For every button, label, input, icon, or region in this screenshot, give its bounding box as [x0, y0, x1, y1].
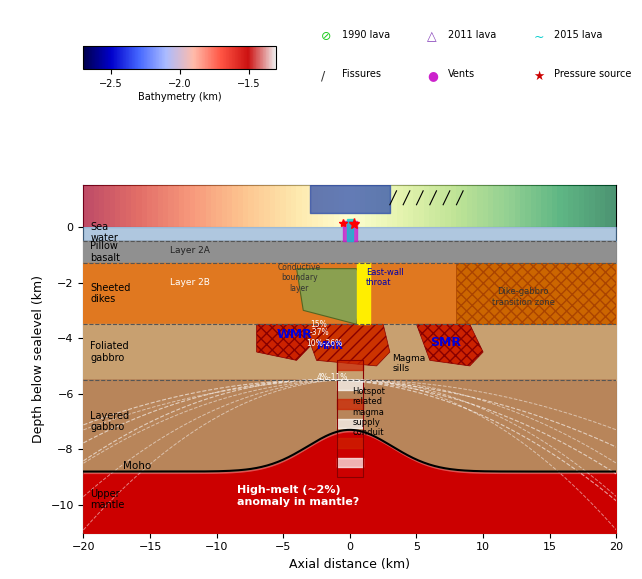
Text: 15%: 15% — [310, 320, 327, 329]
Polygon shape — [257, 324, 310, 360]
Polygon shape — [303, 324, 390, 366]
Text: Sea
water: Sea water — [90, 222, 118, 243]
Text: Conductive
boundary
layer: Conductive boundary layer — [278, 263, 321, 293]
X-axis label: Axial distance (km): Axial distance (km) — [290, 558, 410, 571]
Text: High-melt (~2%)
anomaly in mantle?: High-melt (~2%) anomaly in mantle? — [237, 485, 359, 507]
Text: Dike-gabbro
transition zone: Dike-gabbro transition zone — [492, 287, 555, 307]
Polygon shape — [356, 263, 370, 324]
Text: Sheeted
dikes: Sheeted dikes — [90, 283, 130, 305]
Y-axis label: Depth below sealevel (km): Depth below sealevel (km) — [32, 275, 45, 443]
Polygon shape — [347, 219, 352, 241]
X-axis label: Bathymetry (km): Bathymetry (km) — [138, 92, 221, 102]
Polygon shape — [336, 457, 363, 467]
Polygon shape — [343, 221, 356, 241]
Text: Fissures: Fissures — [342, 69, 381, 79]
Text: 2011 lava: 2011 lava — [448, 31, 496, 41]
Text: Magma
sills: Magma sills — [392, 354, 426, 373]
Polygon shape — [456, 263, 616, 324]
Polygon shape — [336, 380, 363, 390]
Text: △: △ — [428, 31, 437, 43]
Text: Vents: Vents — [448, 69, 475, 79]
Text: Upper
mantle: Upper mantle — [90, 489, 125, 510]
Polygon shape — [417, 324, 483, 366]
Text: -37%: -37% — [310, 328, 329, 338]
Text: Hotspot
related
magma
supply
conduit: Hotspot related magma supply conduit — [352, 387, 385, 437]
Polygon shape — [336, 400, 363, 409]
Text: 4%-11%: 4%-11% — [317, 373, 348, 382]
Text: Pressure source: Pressure source — [554, 69, 632, 79]
Text: WMR: WMR — [277, 328, 313, 341]
Polygon shape — [297, 269, 363, 324]
Text: ~: ~ — [534, 31, 544, 43]
Text: 2015 lava: 2015 lava — [554, 31, 603, 41]
Text: Layer 2A: Layer 2A — [170, 247, 210, 255]
Text: /: / — [321, 69, 325, 82]
Text: SMR: SMR — [429, 336, 461, 350]
Text: Moho: Moho — [123, 461, 152, 471]
Text: Foliated
gabbro: Foliated gabbro — [90, 341, 129, 363]
Text: ★: ★ — [534, 69, 545, 82]
Polygon shape — [110, 469, 589, 533]
Text: Layer 2B: Layer 2B — [170, 278, 210, 287]
Text: Layered
gabbro: Layered gabbro — [90, 411, 129, 433]
Text: ⊘: ⊘ — [321, 31, 331, 43]
Text: 1990 lava: 1990 lava — [342, 31, 390, 41]
Text: 10%-26%: 10%-26% — [306, 339, 342, 349]
Polygon shape — [336, 438, 363, 448]
Text: East-wall
throat: East-wall throat — [366, 268, 404, 287]
Text: ●: ● — [428, 69, 438, 82]
Text: Pillow
basalt: Pillow basalt — [90, 241, 120, 263]
Text: MMR: MMR — [317, 341, 343, 351]
Polygon shape — [336, 419, 363, 428]
Polygon shape — [336, 360, 363, 370]
